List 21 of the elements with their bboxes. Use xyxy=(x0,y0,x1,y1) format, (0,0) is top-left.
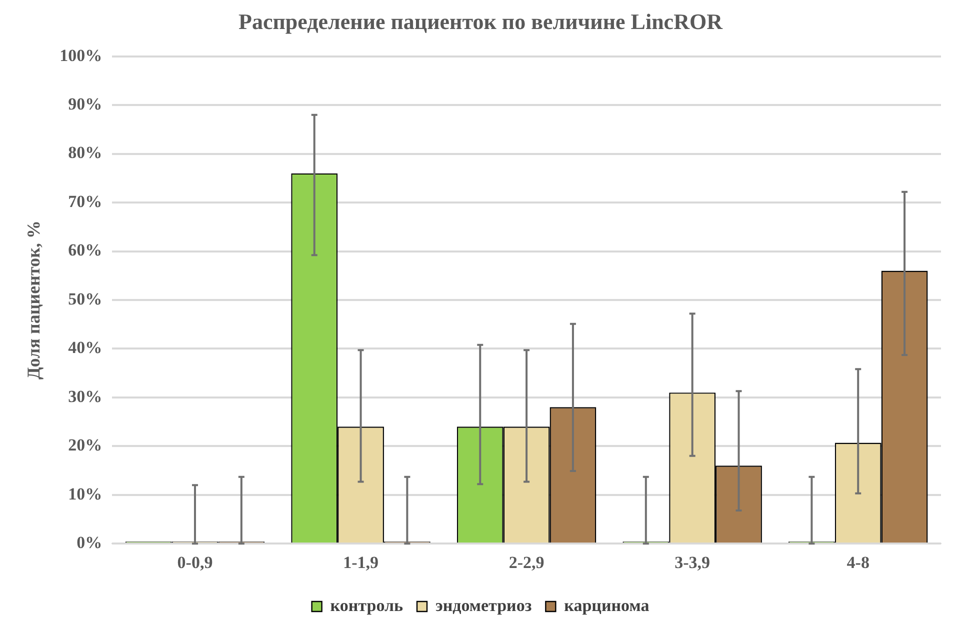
legend-label: контроль xyxy=(330,596,403,615)
y-axis-title: Доля пациенток, % xyxy=(23,220,44,380)
y-tick-label: 30% xyxy=(68,386,102,406)
y-tick-label: 80% xyxy=(68,143,102,162)
y-tick-label: 40% xyxy=(68,338,102,358)
y-tick-label: 100% xyxy=(60,46,102,65)
legend-label: карцинома xyxy=(564,596,650,615)
y-tick-label: 10% xyxy=(68,484,102,504)
chart-title: Распределение пациенток по величине LincROR xyxy=(238,8,724,34)
x-tick-label: 1-1,9 xyxy=(343,553,378,572)
y-tick-label: 90% xyxy=(68,94,102,114)
y-tick-label: 70% xyxy=(68,192,102,211)
x-tick-label: 4-8 xyxy=(846,553,870,572)
legend-label: эндометриоз xyxy=(435,596,532,615)
y-tick-label: 0% xyxy=(76,532,102,552)
y-tick-label: 20% xyxy=(68,436,102,455)
y-tick-label: 50% xyxy=(68,289,102,308)
x-tick-label: 3-3,9 xyxy=(674,553,710,572)
y-tick-label: 60% xyxy=(68,240,102,260)
x-tick-label: 0-0,9 xyxy=(177,553,213,572)
x-tick-label: 2-2,9 xyxy=(508,553,544,572)
